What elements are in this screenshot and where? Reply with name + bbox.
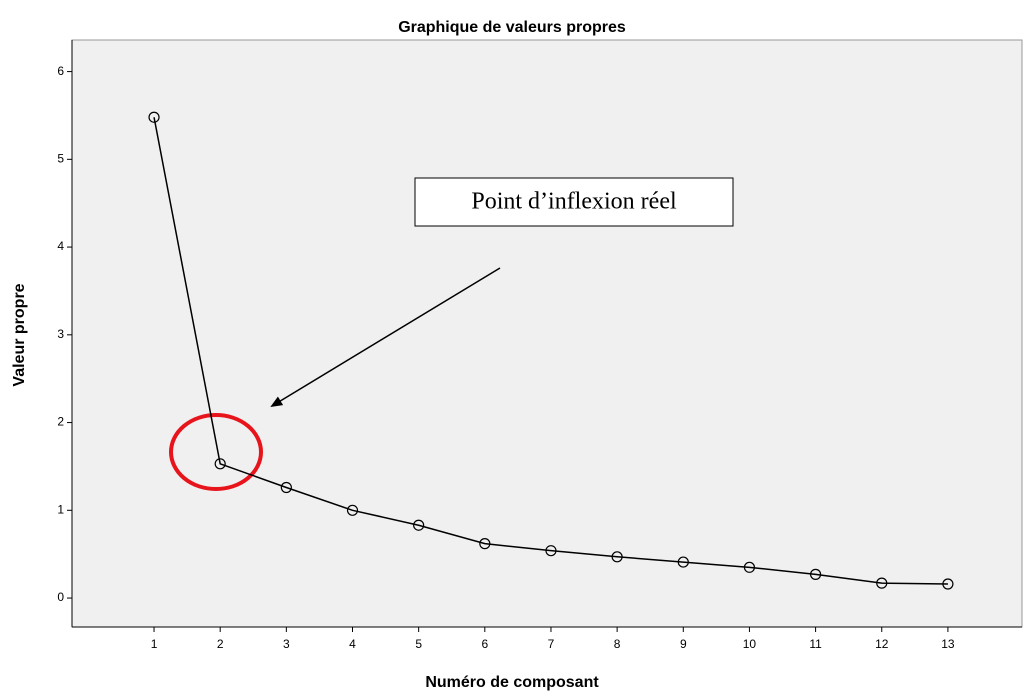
point — [876, 577, 888, 589]
x-tick-label: 9 — [680, 637, 687, 651]
x-tick-label: 5 — [415, 637, 422, 651]
point — [413, 519, 425, 531]
point — [148, 111, 160, 123]
y-tick-label: 1 — [57, 502, 64, 516]
x-tick-label: 6 — [481, 637, 488, 651]
point — [611, 551, 623, 563]
x-tick-label: 10 — [743, 637, 757, 651]
point — [214, 458, 226, 470]
point — [677, 556, 689, 568]
annotation-arrow — [270, 267, 501, 408]
annotation: Point d’inflexion réel — [471, 189, 677, 215]
y-axis-label: Valeur propre — [11, 283, 28, 386]
line — [153, 117, 948, 585]
chart-title: Graphique de valeurs propres — [398, 19, 626, 36]
plot-area — [71, 39, 1023, 628]
x-tick-label: 4 — [349, 637, 356, 651]
x-axis-label: Numéro de composant — [425, 674, 599, 691]
x-tick-label: 11 — [809, 637, 822, 651]
point — [479, 538, 491, 550]
point — [280, 481, 292, 494]
x-tick-label: 7 — [548, 637, 555, 651]
x-tick-label: 13 — [941, 637, 955, 651]
point — [809, 568, 822, 580]
annotation-box — [414, 177, 734, 227]
point — [346, 504, 359, 516]
y-tick-label: 6 — [57, 64, 64, 78]
point — [942, 578, 954, 590]
y-tick-label: 3 — [57, 327, 64, 341]
y-tick-label: 5 — [57, 152, 64, 166]
point — [545, 545, 557, 557]
point — [743, 561, 756, 573]
x-tick-label: 8 — [614, 637, 621, 651]
x-tick-label: 1 — [151, 637, 158, 651]
y-tick-label: 4 — [57, 239, 64, 253]
highlight-circle — [169, 413, 263, 491]
y-tick-label: 0 — [57, 590, 64, 604]
x-tick-label: 12 — [875, 637, 889, 651]
x-tick-label: 3 — [283, 637, 290, 651]
x-tick-label: 2 — [217, 637, 224, 651]
y-tick-label: 2 — [57, 415, 64, 429]
